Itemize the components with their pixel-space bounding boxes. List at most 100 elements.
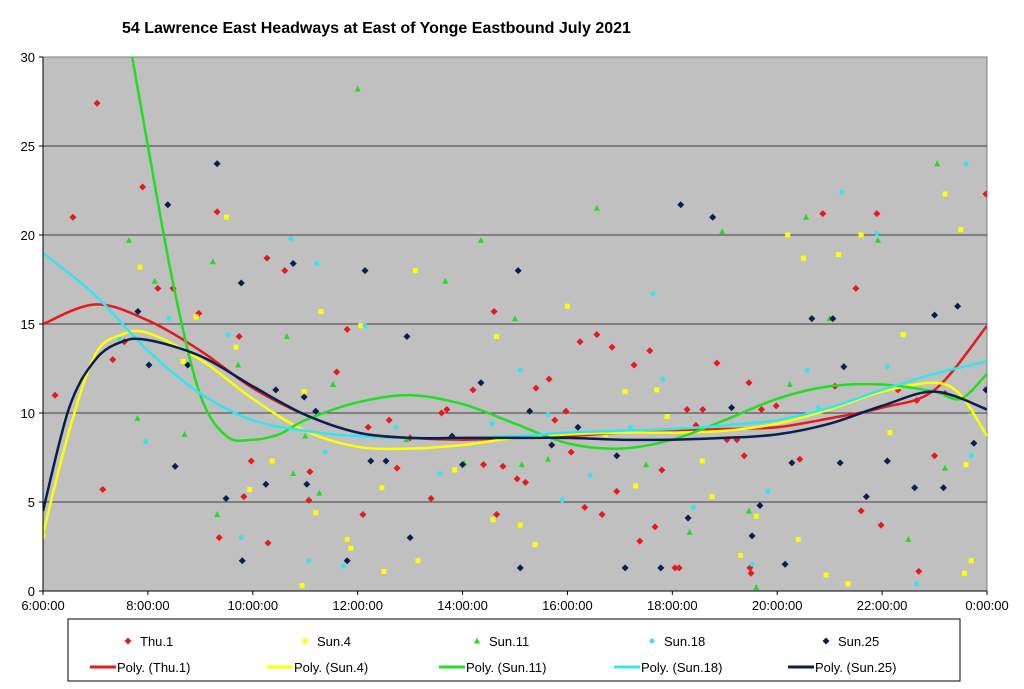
data-point-thu1	[264, 539, 272, 547]
data-point-thu1	[551, 416, 559, 424]
data-point-thu1	[306, 468, 314, 476]
data-point-thu1	[581, 503, 589, 511]
chart-title: 54 Lawrence East Headways at East of Yon…	[122, 20, 631, 37]
data-point-sun11	[745, 507, 752, 514]
data-point-thu1	[915, 567, 923, 575]
data-point-thu1	[438, 409, 446, 417]
x-tick-label: 0:00:00	[965, 598, 1008, 613]
data-point-sun18	[341, 563, 347, 569]
data-point-thu1	[873, 210, 881, 218]
data-point-thu1	[857, 507, 865, 515]
data-point-sun11	[181, 430, 188, 437]
data-point-thu1	[630, 361, 638, 369]
data-point-thu1	[93, 99, 101, 107]
x-tick-label: 14:00:00	[437, 598, 488, 613]
legend-marker	[649, 638, 655, 644]
data-point-sun11	[905, 535, 912, 542]
data-point-sun4	[193, 314, 199, 320]
data-point-sun18	[914, 581, 920, 587]
x-tick-label: 8:00:00	[126, 598, 169, 613]
data-point-thu1	[675, 564, 683, 572]
x-tick-label: 20:00:00	[752, 598, 803, 613]
data-point-sun25	[516, 564, 524, 572]
x-tick-label: 12:00:00	[332, 598, 383, 613]
data-point-sun4	[961, 570, 967, 576]
data-point-sun4	[564, 303, 570, 309]
data-point-sun18	[322, 449, 328, 455]
data-point-sun25	[222, 494, 230, 502]
data-point-sun18	[627, 424, 633, 430]
data-point-sun25	[403, 332, 411, 340]
data-point-sun4	[233, 344, 239, 350]
data-point-sun11	[316, 489, 323, 496]
data-point-sun18	[314, 260, 320, 266]
data-point-sun25	[939, 484, 947, 492]
data-point-sun25	[657, 564, 665, 572]
data-point-sun25	[954, 302, 962, 310]
data-point-sun25	[289, 259, 297, 267]
data-point-sun25	[262, 480, 270, 488]
legend-label: Poly. (Sun.18)	[641, 660, 722, 675]
data-point-sun4	[494, 333, 500, 339]
data-point-thu1	[499, 462, 507, 470]
data-point-thu1	[671, 564, 679, 572]
data-point-sun25	[406, 534, 414, 542]
legend-label: Sun.25	[838, 634, 879, 649]
data-point-thu1	[305, 496, 313, 504]
data-point-sun18	[362, 323, 368, 329]
data-point-sun25	[312, 407, 320, 415]
data-point-sun4	[299, 583, 305, 589]
data-point-thu1	[443, 405, 451, 413]
data-point-sun18	[225, 332, 231, 338]
data-point-sun11	[209, 258, 216, 265]
legend-label: Poly. (Sun.11)	[466, 660, 546, 675]
trendline	[43, 329, 987, 535]
data-point-sun18	[749, 561, 755, 567]
data-point-sun25	[300, 393, 308, 401]
data-point-thu1	[427, 494, 435, 502]
data-point-sun25	[134, 308, 142, 316]
data-point-sun4	[301, 389, 307, 395]
data-point-sun25	[184, 361, 192, 369]
data-point-sun4	[887, 430, 893, 436]
data-point-thu1	[699, 405, 707, 413]
data-point-sun4	[43, 533, 46, 539]
data-point-sun25	[367, 457, 375, 465]
data-point-sun4	[269, 458, 275, 464]
data-point-sun11	[354, 85, 361, 92]
data-point-sun11	[874, 236, 881, 243]
data-point-thu1	[636, 537, 644, 545]
data-point-sun25	[677, 201, 685, 209]
data-point-thu1	[359, 510, 367, 518]
data-point-sun4	[622, 389, 628, 395]
data-point-sun18	[660, 376, 666, 382]
data-point-thu1	[51, 391, 59, 399]
data-point-sun25	[911, 484, 919, 492]
data-point-thu1	[852, 284, 860, 292]
data-point-sun18	[587, 472, 593, 478]
data-point-thu1	[215, 534, 223, 542]
data-point-sun25	[836, 459, 844, 467]
data-point-sun18	[489, 421, 495, 427]
data-point-sun11	[719, 227, 726, 234]
data-point-thu1	[931, 452, 939, 460]
data-point-sun11	[686, 528, 693, 535]
data-point-sun25	[883, 457, 891, 465]
data-point-sun25	[477, 379, 485, 387]
data-point-sun11	[512, 315, 518, 322]
data-point-sun18	[884, 364, 890, 370]
data-point-thu1	[240, 493, 248, 501]
data-point-sun11	[290, 470, 297, 477]
data-point-sun18	[437, 471, 443, 477]
data-point-sun4	[858, 232, 864, 238]
data-point-sun11	[134, 414, 141, 421]
data-point-sun4	[633, 483, 639, 489]
data-point-sun11	[753, 583, 760, 590]
data-point-sun4	[358, 323, 364, 329]
data-point-sun25	[788, 459, 796, 467]
data-point-sun18	[968, 453, 974, 459]
data-point-sun25	[343, 557, 351, 565]
data-point-thu1	[490, 308, 498, 316]
legend-label: Poly. (Sun.4)	[294, 660, 368, 675]
data-point-thu1	[545, 375, 553, 383]
